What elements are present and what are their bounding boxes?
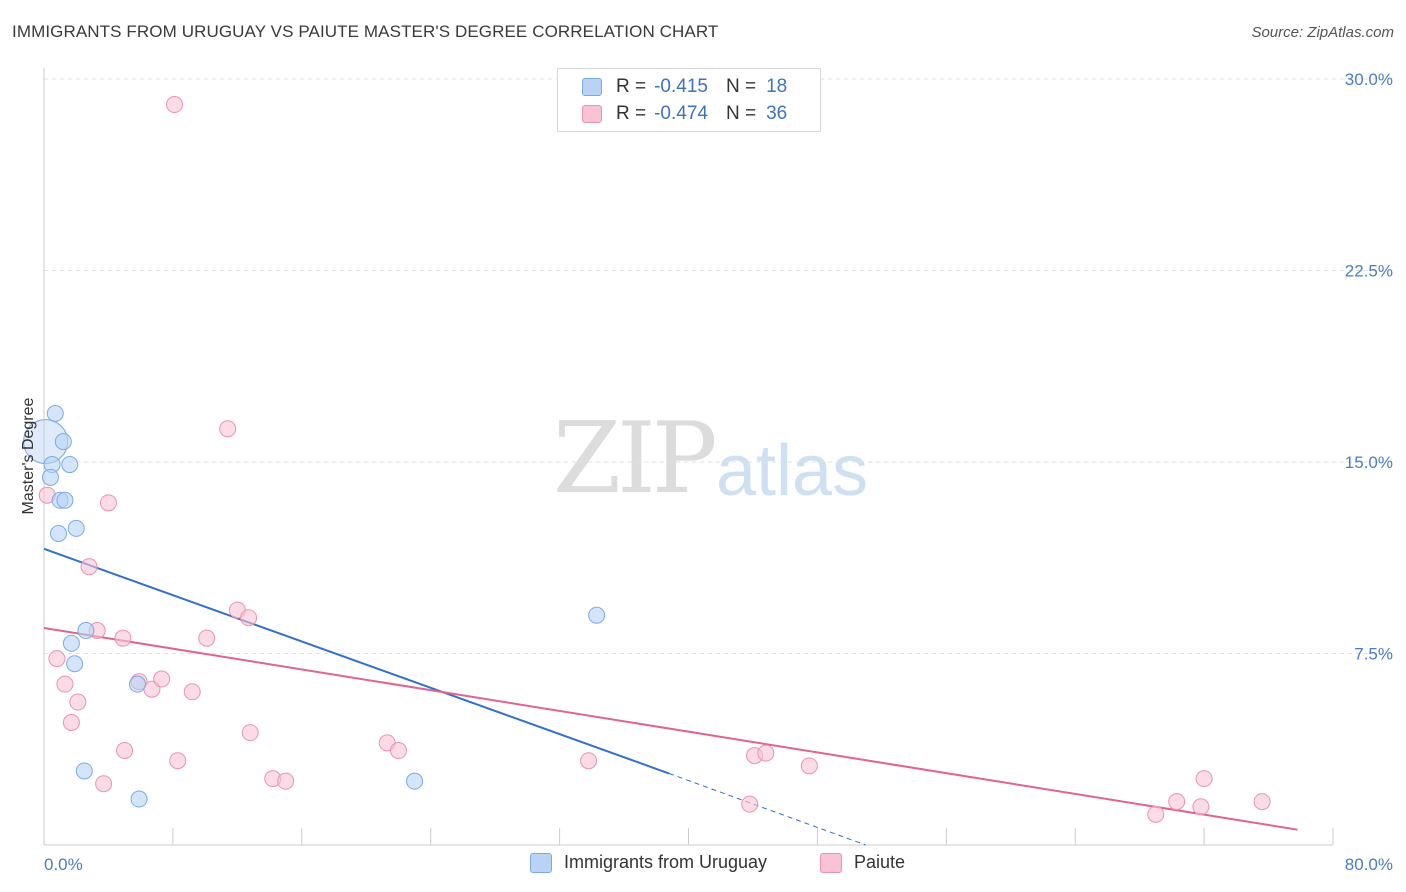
trendline-paiute (43, 626, 1298, 831)
data-point-paiute (741, 795, 759, 813)
legend-swatch-uruguay (530, 852, 552, 873)
x-tick-label: 0.0% (44, 855, 83, 874)
data-point-paiute (277, 772, 295, 790)
trendline-uruguay-extension (668, 773, 866, 846)
data-point-paiute (114, 629, 132, 647)
data-point-paiute (1192, 798, 1210, 816)
data-point-paiute (56, 675, 74, 693)
data-point-paiute (69, 693, 87, 711)
trend-layer (43, 547, 1298, 846)
y-tick-label: 30.0% (1345, 70, 1393, 89)
watermark-atlas: atlas (716, 431, 869, 511)
legend-item-uruguay[interactable]: Immigrants from Uruguay (530, 852, 767, 873)
legend-n-label: N = (725, 103, 757, 124)
legend-n-label: N = (725, 76, 757, 97)
legend-label-uruguay: Immigrants from Uruguay (564, 852, 768, 872)
data-point-paiute (240, 609, 258, 627)
legend-r-value: -0.474 (654, 103, 708, 124)
data-point-paiute (1253, 793, 1271, 811)
data-point-paiute (580, 752, 598, 770)
data-point-paiute (198, 629, 216, 647)
data-point-paiute (1195, 770, 1213, 788)
source-label: Source: ZipAtlas.com (1251, 24, 1394, 41)
data-point-paiute (800, 757, 818, 775)
data-point-paiute (99, 494, 117, 512)
data-point-paiute (95, 775, 113, 793)
data-point-paiute (80, 558, 98, 576)
data-point-uruguay (67, 519, 85, 537)
legend-swatch-paiute (820, 852, 842, 873)
legend-n-value: 18 (766, 76, 788, 97)
legend-swatch-paiute (582, 105, 602, 123)
data-point-paiute (389, 742, 407, 760)
chart-title: IMMIGRANTS FROM URUGUAY VS PAIUTE MASTER… (12, 22, 719, 41)
data-point-uruguay (50, 524, 68, 542)
series-legend: Immigrants from Uruguay Paiute (0, 852, 1406, 878)
ticks-layer: 7.5% 15.0% 22.5% 30.0% 0.0% 80.0% (44, 70, 1393, 874)
data-point-paiute (183, 683, 201, 701)
legend-label-paiute: Paiute (854, 852, 906, 872)
legend-row-uruguay: R = -0.415 N = 18 (582, 74, 787, 100)
points-layer (23, 96, 1271, 823)
data-point-paiute (757, 744, 775, 762)
data-point-paiute (116, 742, 134, 760)
data-point-paiute (153, 670, 171, 688)
data-point-paiute (241, 724, 259, 742)
data-point-uruguay (406, 772, 424, 790)
data-point-uruguay (128, 675, 146, 693)
y-tick-label: 15.0% (1345, 453, 1393, 472)
data-point-uruguay (56, 491, 74, 509)
data-point-uruguay (61, 456, 79, 474)
legend-row-paiute: R = -0.474 N = 36 (582, 101, 787, 127)
trendline-uruguay (43, 547, 670, 775)
data-point-uruguay (130, 790, 148, 808)
y-axis-label: Master's Degree (20, 397, 37, 514)
data-point-uruguay (66, 655, 84, 673)
legend-r-label: R = (616, 103, 647, 124)
grid-layer (44, 78, 1393, 654)
data-point-uruguay (41, 468, 59, 486)
y-tick-label: 7.5% (1354, 645, 1393, 664)
data-point-uruguay (46, 404, 64, 422)
x-tick-label: 80.0% (1345, 855, 1393, 874)
data-point-uruguay (62, 634, 80, 652)
data-point-uruguay (588, 606, 606, 624)
data-point-paiute (169, 752, 187, 770)
legend-n-value: 36 (766, 103, 788, 124)
data-point-paiute (48, 650, 66, 668)
data-point-uruguay (75, 762, 93, 780)
data-point-uruguay (54, 433, 72, 451)
data-point-paiute (1147, 805, 1165, 823)
data-point-paiute (62, 713, 80, 731)
y-tick-label: 22.5% (1345, 262, 1393, 281)
data-point-uruguay (77, 622, 95, 640)
legend-r-value: -0.415 (654, 76, 708, 97)
watermark-zip: ZIP (553, 402, 718, 516)
correlation-legend: R = -0.415 N = 18 R = -0.474 N = 36 (557, 68, 821, 132)
legend-r-label: R = (616, 76, 647, 97)
data-point-paiute (166, 96, 184, 114)
axes-layer (43, 68, 1334, 846)
legend-item-paiute[interactable]: Paiute (820, 852, 905, 873)
legend-swatch-uruguay (582, 78, 602, 96)
data-point-paiute (1168, 793, 1186, 811)
data-point-paiute (219, 420, 237, 438)
